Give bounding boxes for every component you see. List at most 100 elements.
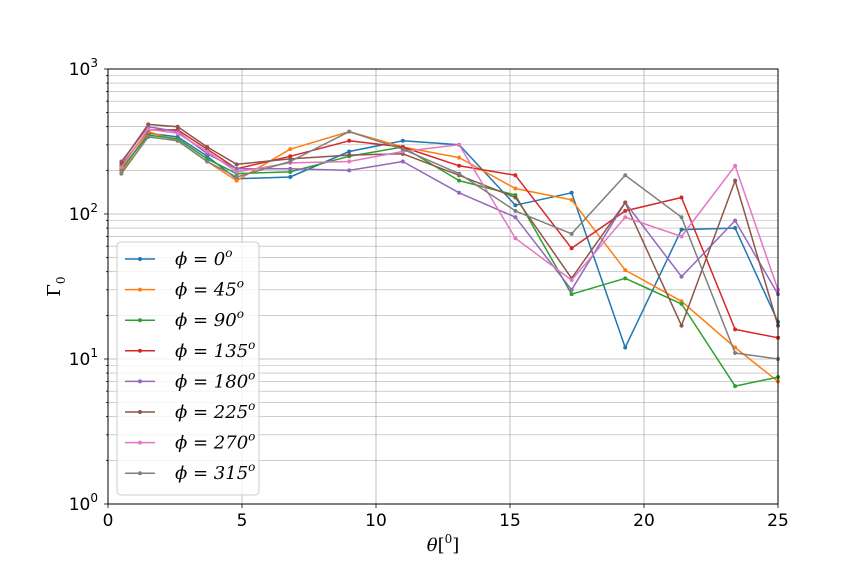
legend-label-degree: o <box>237 277 244 291</box>
x-axis-label-bracket-open: [ <box>438 535 445 556</box>
y-axis-label: Γ0 <box>44 276 68 296</box>
y-tick-exponent: 3 <box>90 56 98 70</box>
data-point <box>679 195 684 200</box>
data-point <box>175 138 180 143</box>
legend-marker <box>138 471 142 476</box>
data-point <box>679 215 684 220</box>
legend-item: ϕ = 180o <box>125 368 255 392</box>
data-point <box>288 169 293 174</box>
data-point <box>234 162 239 167</box>
y-tick-label: 100 <box>69 491 98 515</box>
data-point <box>679 234 684 239</box>
data-point <box>569 287 574 292</box>
data-point <box>569 190 574 195</box>
data-point <box>347 138 352 143</box>
data-point <box>513 186 518 191</box>
data-point <box>569 246 574 251</box>
data-point <box>513 208 518 213</box>
legend-label-degree: o <box>248 399 255 413</box>
legend-label-base: ϕ = 315 <box>175 463 248 484</box>
legend-label-base: ϕ = 90 <box>175 310 237 331</box>
data-point <box>513 236 518 241</box>
legend-label-degree: o <box>248 460 255 474</box>
data-point <box>205 144 210 149</box>
data-point <box>234 178 239 183</box>
legend-label-base: ϕ = 0 <box>175 249 225 270</box>
legend-marker <box>138 410 142 414</box>
legend-box <box>116 241 260 496</box>
data-point <box>347 129 352 134</box>
x-tick-label: 15 <box>499 511 521 531</box>
y-tick-base: 10 <box>69 350 91 370</box>
legend-item: ϕ = 45o <box>125 277 244 301</box>
y-tick-base: 10 <box>69 205 91 225</box>
data-point <box>347 153 352 158</box>
data-point <box>733 178 738 183</box>
y-tick-base: 10 <box>69 60 91 80</box>
legend-label-degree: o <box>248 430 255 444</box>
data-point <box>623 200 628 205</box>
data-point <box>205 159 210 164</box>
legend-label-base: ϕ = 45 <box>175 280 237 301</box>
legend-marker <box>138 257 142 261</box>
legend-item: ϕ = 0o <box>125 246 232 270</box>
y-tick-exponent: 1 <box>90 346 98 360</box>
data-point <box>569 292 574 297</box>
legend-label: ϕ = 135o <box>175 338 255 362</box>
data-point <box>457 178 462 183</box>
y-axis-label-subscript: 0 <box>54 276 68 284</box>
y-tick-label: 102 <box>69 201 98 225</box>
legend-marker <box>138 318 142 323</box>
data-point <box>119 165 124 170</box>
data-point <box>347 168 352 173</box>
legend-label-degree: o <box>225 246 232 260</box>
legend-item: ϕ = 135o <box>125 338 255 362</box>
data-point <box>569 197 574 202</box>
legend-label: ϕ = 90o <box>175 307 244 331</box>
data-point <box>513 203 518 208</box>
x-tick-label: 25 <box>767 511 789 531</box>
legend-marker <box>138 440 142 445</box>
legend-label: ϕ = 225o <box>175 399 255 423</box>
data-point <box>623 345 628 350</box>
data-point <box>400 138 405 143</box>
legend-label: ϕ = 270o <box>175 430 255 454</box>
data-point <box>234 166 239 171</box>
legend-label: ϕ = 180o <box>175 368 255 392</box>
data-point <box>288 159 293 164</box>
legend-label: ϕ = 315o <box>175 460 255 484</box>
data-point <box>234 169 239 174</box>
legend-marker <box>138 287 142 292</box>
data-point <box>679 301 684 306</box>
legend-label-base: ϕ = 180 <box>175 371 248 392</box>
data-point <box>733 226 738 231</box>
x-axis-label-exponent: 0 <box>445 532 453 546</box>
data-point <box>146 122 151 127</box>
legend-item: ϕ = 315o <box>125 460 255 484</box>
legend-item: ϕ = 90o <box>125 307 244 331</box>
legend-marker <box>138 379 142 384</box>
legend-label-base: ϕ = 270 <box>175 433 248 454</box>
legend-label-degree: o <box>237 307 244 321</box>
data-point <box>513 195 518 200</box>
legend-item: ϕ = 270o <box>125 430 255 454</box>
data-point <box>288 174 293 179</box>
data-point <box>679 274 684 279</box>
x-axis-label: θ[0] <box>427 532 460 556</box>
data-point <box>513 215 518 220</box>
data-point <box>457 190 462 195</box>
data-point <box>146 127 151 132</box>
x-axis-label-symbol: θ <box>427 535 438 556</box>
data-point <box>205 149 210 154</box>
x-tick-label: 10 <box>365 511 387 531</box>
legend-label: ϕ = 45o <box>175 277 244 301</box>
data-point <box>234 174 239 179</box>
data-point <box>400 147 405 152</box>
y-tick-label: 101 <box>69 346 98 370</box>
y-tick-label: 103 <box>69 56 98 80</box>
data-point <box>623 215 628 220</box>
y-tick-base: 10 <box>69 495 91 515</box>
